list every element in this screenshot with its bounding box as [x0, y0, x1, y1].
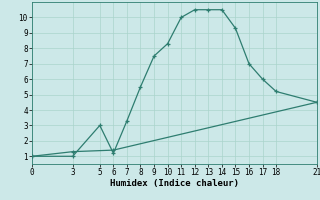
X-axis label: Humidex (Indice chaleur): Humidex (Indice chaleur) [110, 179, 239, 188]
